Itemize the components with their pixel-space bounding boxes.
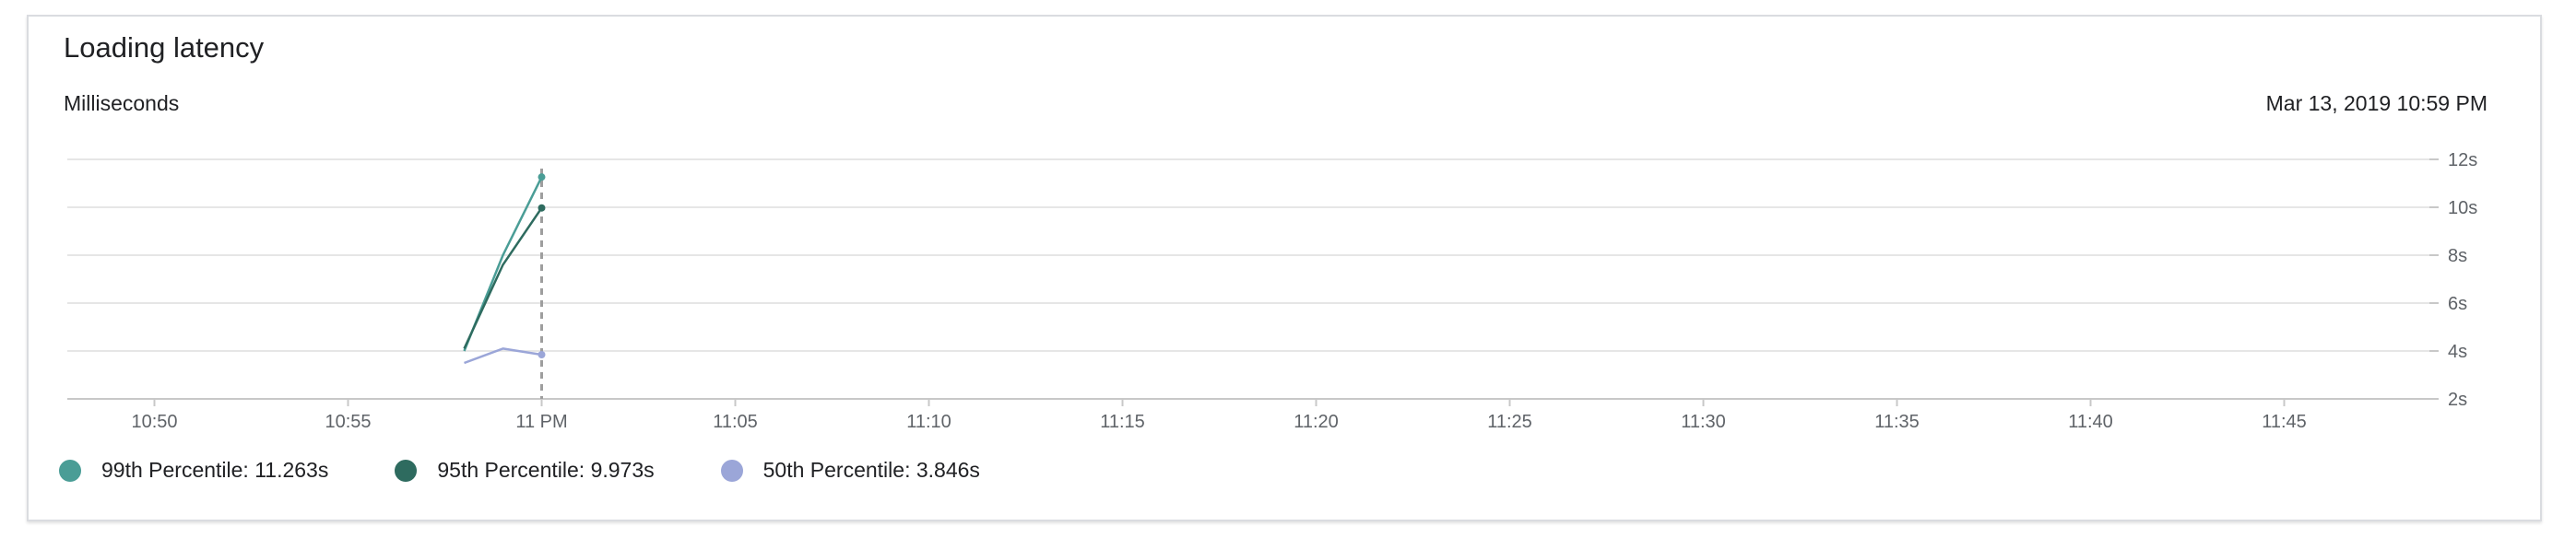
- chart-legend: 99th Percentile: 11.263s 95th Percentile…: [59, 458, 1046, 483]
- y-unit-label: Milliseconds: [64, 91, 180, 115]
- x-tick-label: 11 PM: [515, 412, 567, 432]
- x-tick-label: 11:20: [1294, 412, 1339, 432]
- legend-label: 95th Percentile: 9.973s: [437, 458, 655, 482]
- series-line-p95: [463, 206, 543, 349]
- x-tick-label: 11:15: [1100, 412, 1145, 432]
- y-tick-label: 6s: [2448, 294, 2467, 314]
- legend-dot-icon: [59, 459, 81, 482]
- legend-item-p99[interactable]: 99th Percentile: 11.263s: [59, 458, 328, 483]
- x-tick-label: 11:05: [713, 412, 758, 432]
- x-tick-label: 10:50: [131, 412, 177, 432]
- loading-latency-card: [27, 15, 2542, 521]
- legend-dot-icon: [720, 459, 743, 482]
- x-tick-label: 11:35: [1874, 412, 1920, 432]
- y-tick-label: 2s: [2448, 390, 2467, 410]
- legend-label: 50th Percentile: 3.846s: [762, 458, 980, 482]
- legend-item-p50[interactable]: 50th Percentile: 3.846s: [720, 458, 980, 483]
- x-tick-label: 10:55: [325, 412, 371, 432]
- series-point: [538, 351, 546, 359]
- card-title: Loading latency: [64, 31, 265, 64]
- hover-timestamp: Mar 13, 2019 10:59 PM: [2265, 91, 2487, 115]
- x-tick-label: 11:40: [2068, 412, 2113, 432]
- legend-item-p95[interactable]: 95th Percentile: 9.973s: [395, 458, 655, 483]
- x-tick-label: 11:30: [1681, 412, 1726, 432]
- series-point: [538, 204, 546, 212]
- y-tick-label: 4s: [2448, 342, 2467, 362]
- x-tick-label: 11:25: [1487, 412, 1532, 432]
- series-line-p50: [464, 347, 542, 365]
- legend-dot-icon: [395, 459, 418, 482]
- series-point: [538, 173, 546, 181]
- legend-label: 99th Percentile: 11.263s: [101, 458, 329, 482]
- x-tick-label: 11:45: [2262, 412, 2307, 432]
- x-tick-label: 11:10: [906, 412, 951, 432]
- y-tick-label: 12s: [2448, 150, 2477, 170]
- y-tick-label: 8s: [2448, 246, 2467, 266]
- y-tick-label: 10s: [2448, 198, 2477, 218]
